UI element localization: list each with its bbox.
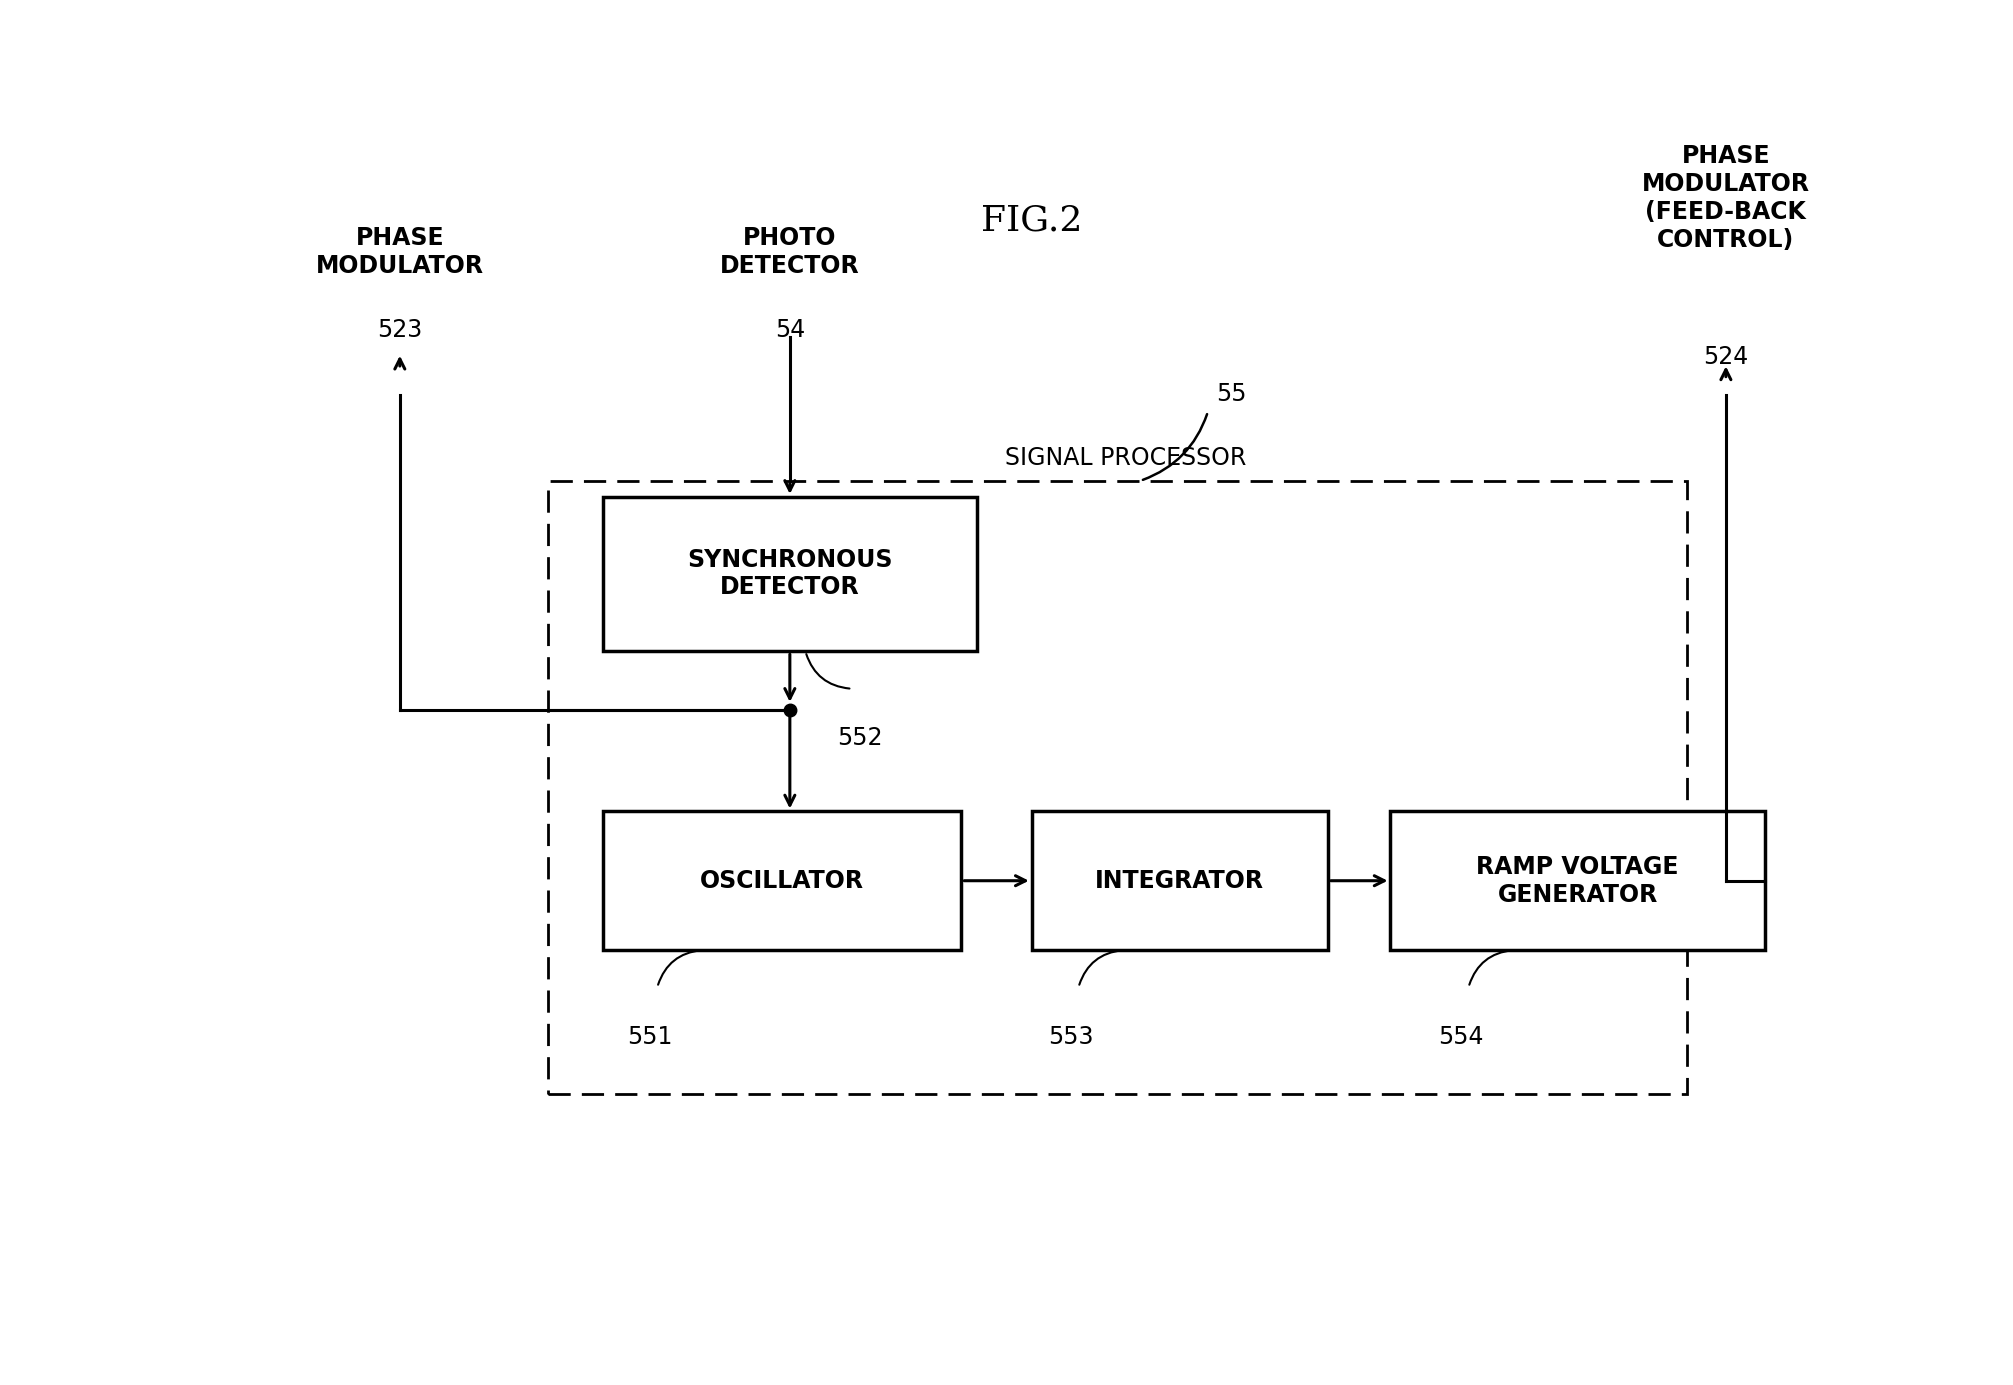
Text: 523: 523	[376, 319, 423, 342]
Text: OSCILLATOR: OSCILLATOR	[701, 868, 864, 893]
Text: 54: 54	[775, 319, 805, 342]
Text: SYNCHRONOUS
DETECTOR: SYNCHRONOUS DETECTOR	[686, 547, 892, 600]
Text: RAMP VOLTAGE
GENERATOR: RAMP VOLTAGE GENERATOR	[1476, 855, 1679, 907]
Text: SIGNAL PROCESSOR: SIGNAL PROCESSOR	[1004, 446, 1246, 470]
Text: 55: 55	[1216, 382, 1246, 406]
Bar	[548, 481, 1687, 1094]
Bar	[1031, 812, 1329, 950]
Text: FIG.2: FIG.2	[980, 204, 1083, 237]
Text: PHASE
MODULATOR
(FEED-BACK
CONTROL): PHASE MODULATOR (FEED-BACK CONTROL)	[1643, 144, 1810, 252]
Bar	[602, 497, 976, 651]
Bar	[1391, 812, 1765, 950]
Text: PHOTO
DETECTOR: PHOTO DETECTOR	[721, 226, 860, 278]
Text: 553: 553	[1049, 1025, 1093, 1048]
Text: 554: 554	[1437, 1025, 1484, 1048]
Text: 524: 524	[1703, 345, 1749, 368]
Text: PHASE
MODULATOR: PHASE MODULATOR	[316, 226, 483, 278]
Text: 551: 551	[626, 1025, 672, 1048]
Bar	[602, 812, 962, 950]
Text: INTEGRATOR: INTEGRATOR	[1095, 868, 1264, 893]
Text: 552: 552	[837, 726, 884, 751]
